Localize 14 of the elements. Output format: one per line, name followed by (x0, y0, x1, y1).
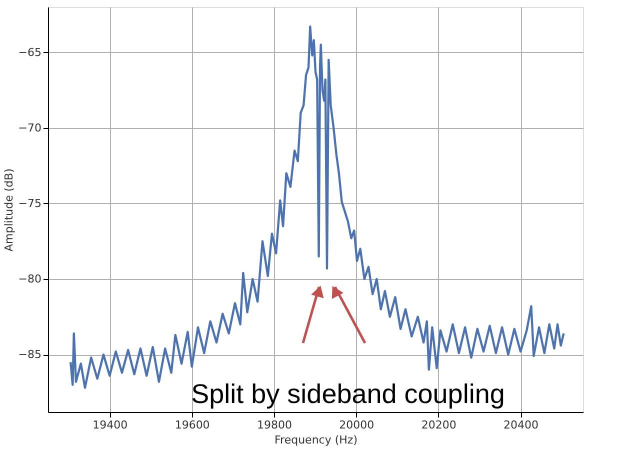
y-tick-label: −80 (18, 272, 42, 286)
x-tick-label: 20200 (421, 418, 456, 432)
y-tick-label: −85 (18, 348, 42, 362)
y-tick-label: −75 (18, 196, 42, 210)
x-tick-label: 20000 (339, 418, 374, 432)
x-tick-label: 20400 (504, 418, 539, 432)
x-axis-title: Frequency (Hz) (274, 434, 358, 446)
y-tick-label: −65 (18, 46, 42, 59)
annotation: Split by sideband coupling (191, 379, 505, 409)
y-axis-title: Amplitude (dB) (2, 168, 16, 252)
x-tick-label: 19400 (92, 418, 128, 432)
y-tick-label: −70 (18, 121, 42, 134)
x-tick-label: 19800 (257, 418, 292, 432)
x-tick-label: 19600 (174, 418, 210, 432)
